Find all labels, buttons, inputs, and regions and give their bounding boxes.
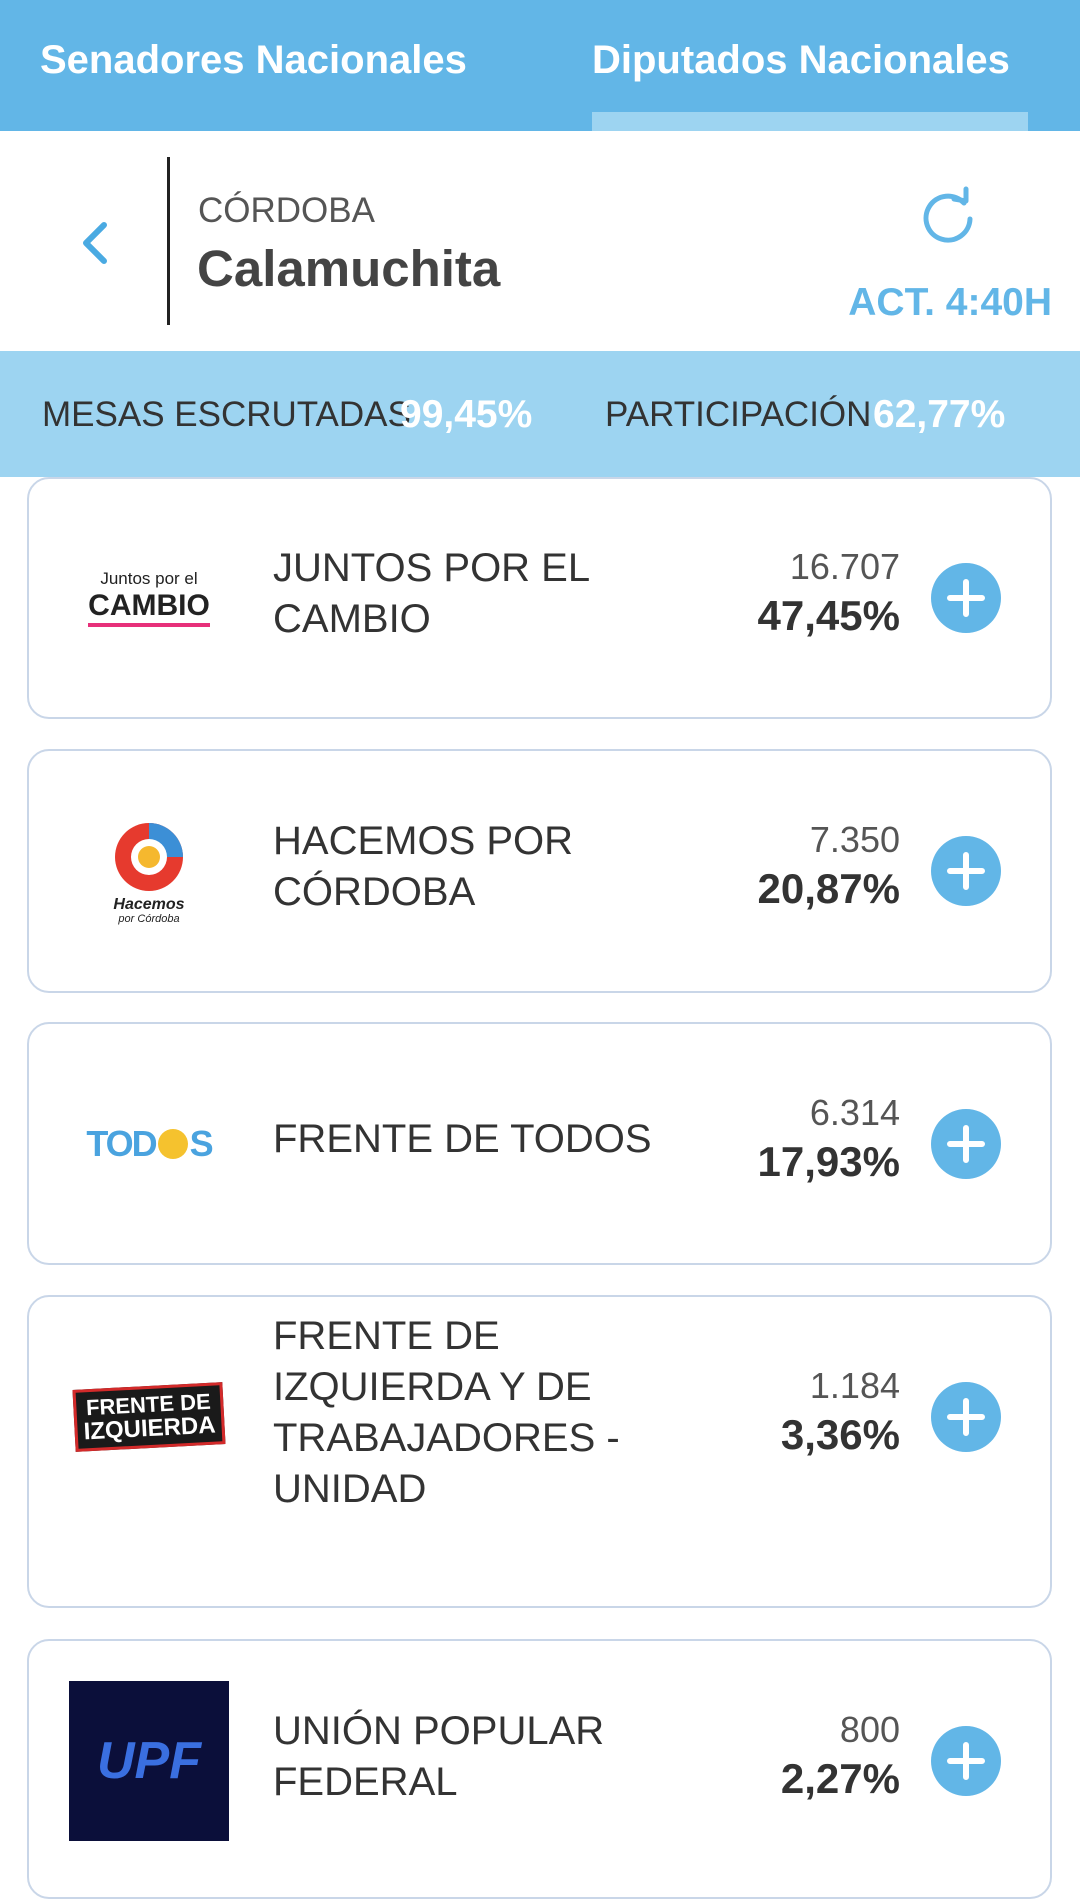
logo-text: CAMBIO	[88, 589, 210, 627]
party-votes: 6.314	[809, 1091, 900, 1133]
stat-value: 99,45%	[400, 393, 533, 436]
logo-text: IZQUIERDA	[82, 1411, 217, 1446]
logo-text: Juntos por el	[100, 569, 198, 588]
logo-sun	[157, 1128, 188, 1159]
party-percent: 3,36%	[780, 1411, 900, 1458]
party-logo: Hacemos por Córdoba	[69, 791, 229, 951]
party-card: UPF UNIÓN POPULAR FEDERAL 800 2,27%	[27, 1639, 1052, 1899]
party-card: FRENTE DE IZQUIERDA FRENTE DE IZQUIERDA Y …	[27, 1295, 1052, 1608]
stat-label: MESAS ESCRUTADAS	[42, 395, 411, 434]
logo-text: UPF	[97, 1732, 201, 1790]
party-name: FRENTE DE TODOS	[273, 1117, 652, 1161]
expand-button[interactable]	[930, 1725, 1002, 1797]
logo-text: por Córdoba	[118, 913, 180, 925]
party-logo: UPF	[69, 1681, 229, 1841]
tab-bar: Senadores Nacionales Diputados Nacionale…	[0, 0, 1080, 131]
expand-button[interactable]	[930, 1381, 1002, 1453]
logo-row: TOD S	[86, 1122, 214, 1165]
stat-value: 62,77%	[873, 393, 1006, 436]
party-percent: 2,27%	[780, 1755, 900, 1802]
party-logo: TOD S	[69, 1064, 229, 1224]
party-percent: 47,45%	[757, 592, 900, 639]
party-votes: 16.707	[789, 546, 900, 587]
logo-text: Hacemos	[113, 896, 185, 913]
location-header: CÓRDOBA Calamuchita ACT. 4:40H	[0, 131, 1080, 351]
back-button[interactable]	[78, 219, 114, 267]
tab-indicator	[592, 112, 1028, 131]
updated-time: ACT. 4:40H	[848, 281, 1052, 324]
party-card: TOD S FRENTE DE TODOS 6.314 17,93%	[27, 1022, 1052, 1265]
stats-bar	[0, 351, 1080, 477]
party-name: JUNTOS POR EL CAMBIO	[273, 546, 589, 641]
party-card: Hacemos por Córdoba HACEMOS POR CÓRDOBA 7.3…	[27, 749, 1052, 993]
party-logo: Juntos por el CAMBIO	[69, 518, 229, 678]
party-votes: 800	[839, 1709, 900, 1750]
divider	[167, 157, 170, 325]
expand-button[interactable]	[930, 562, 1002, 634]
party-name: UNIÓN POPULAR FEDERAL	[273, 1709, 605, 1804]
logo-block: FRENTE DE IZQUIERDA	[72, 1382, 226, 1452]
tab[interactable]: Senadores Nacionales	[40, 38, 467, 82]
party-votes: 1.184	[809, 1365, 900, 1406]
stat-label: PARTICIPACIÓN	[605, 395, 872, 434]
party-votes: 7.350	[809, 819, 900, 860]
tab-active[interactable]: Diputados Nacionales	[592, 38, 1010, 82]
logo-text: S	[189, 1122, 214, 1164]
logo-text: TOD	[86, 1122, 157, 1164]
expand-button[interactable]	[930, 1108, 1002, 1180]
expand-button[interactable]	[930, 835, 1002, 907]
party-percent: 17,93%	[757, 1137, 900, 1185]
logo-mark	[115, 823, 183, 891]
party-name: HACEMOS POR CÓRDOBA	[273, 819, 574, 914]
party-percent: 20,87%	[757, 865, 900, 912]
refresh-button[interactable]	[918, 185, 980, 247]
province: CÓRDOBA	[198, 191, 375, 230]
department: Calamuchita	[197, 240, 501, 297]
party-name: FRENTE DE IZQUIERDA Y DE TRABAJADORES - …	[273, 1314, 620, 1511]
party-logo: FRENTE DE IZQUIERDA	[69, 1337, 229, 1497]
party-card: Juntos por el CAMBIO JUNTOS POR EL CAMBIO 1…	[27, 477, 1052, 719]
